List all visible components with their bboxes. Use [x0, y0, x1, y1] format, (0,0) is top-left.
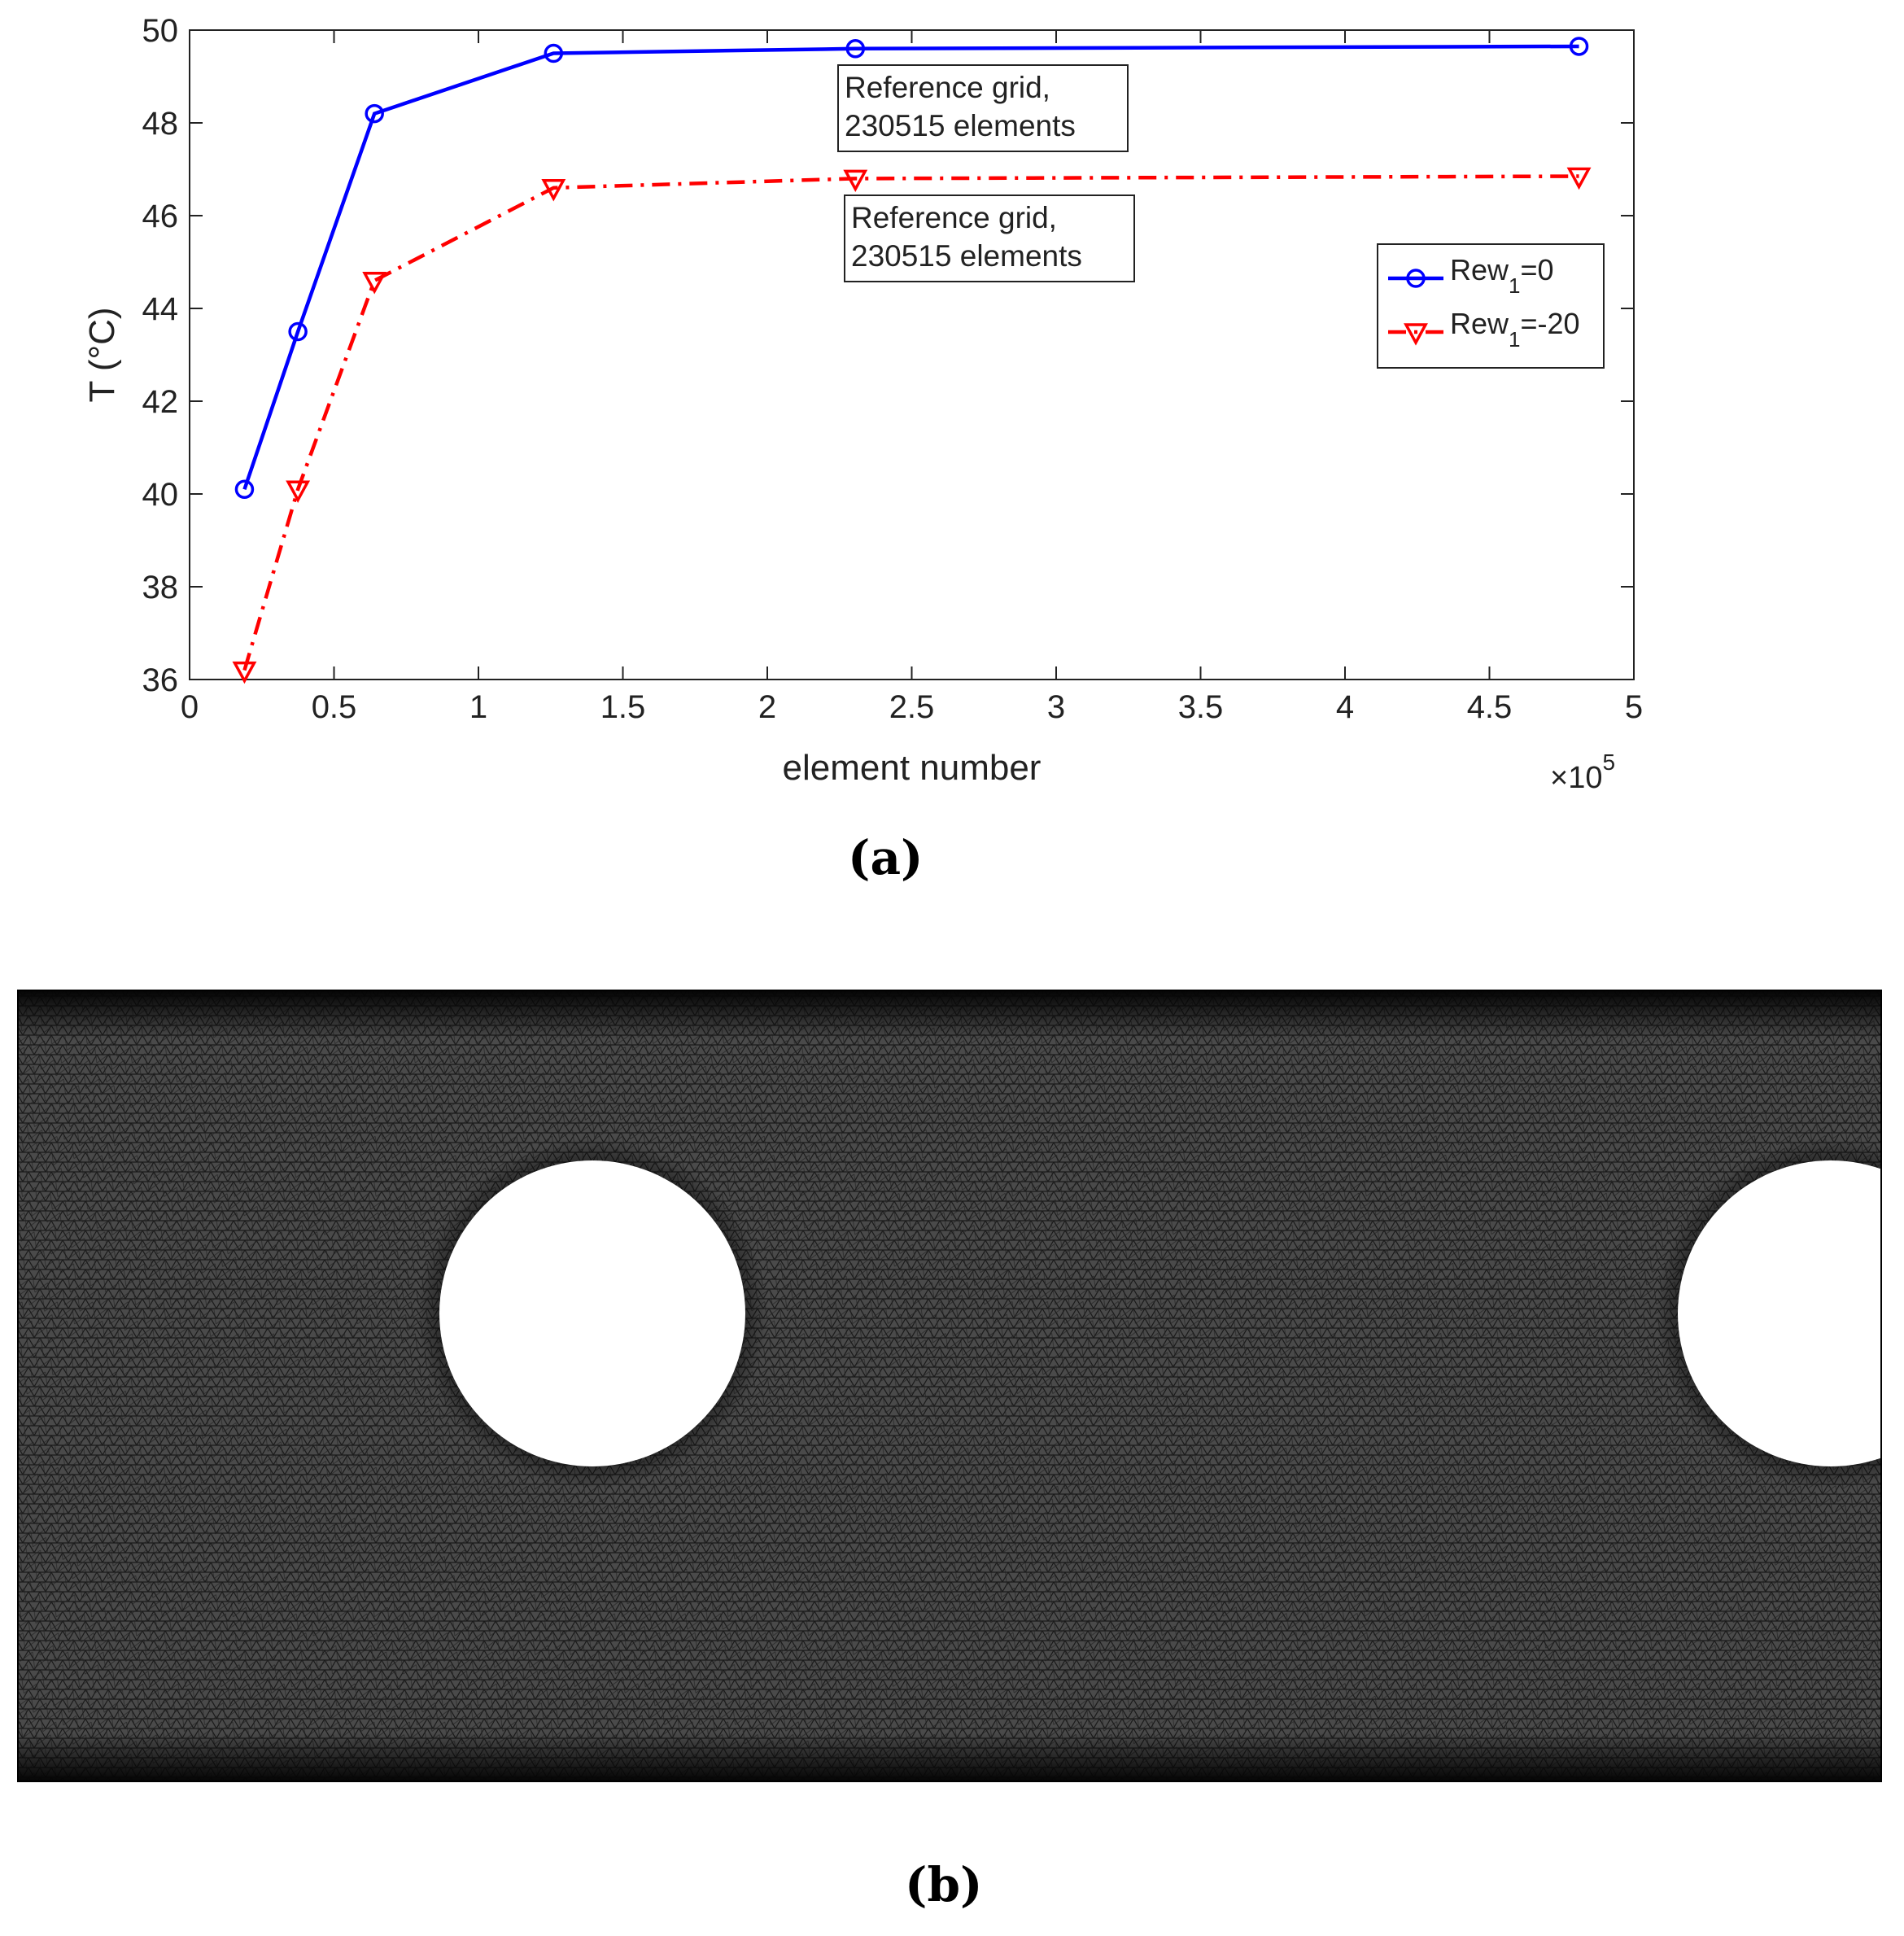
legend-label-base: Rew	[1450, 307, 1509, 340]
x-axis-label: element number	[783, 748, 1042, 788]
data-point	[362, 272, 387, 295]
y-tick-label: 42	[142, 384, 179, 420]
data-point	[232, 661, 257, 684]
x-tick-label: 4	[1336, 689, 1354, 725]
legend-label-sub: 1	[1509, 327, 1520, 352]
y-tick-label: 50	[142, 13, 179, 49]
annotation-box	[837, 64, 1129, 152]
x-tick-label: 0	[181, 689, 199, 725]
y-tick-label: 40	[142, 477, 179, 513]
series-line-1	[242, 174, 1579, 671]
data-point	[544, 43, 564, 63]
y-tick-label: 46	[142, 199, 179, 234]
x-exponent-power: 5	[1602, 749, 1615, 775]
series-line-0	[242, 44, 1579, 491]
cylinder-hole-right	[1678, 1160, 1881, 1466]
legend-label-base: Rew	[1450, 253, 1509, 286]
x-tick-label: 2	[758, 689, 776, 725]
x-tick-label: 2.5	[889, 689, 935, 725]
x-tick-label: 1.5	[600, 689, 646, 725]
x-tick-label: 1	[469, 689, 487, 725]
data-point	[1566, 167, 1592, 190]
annotation-line1: Reference grid,	[851, 201, 1057, 234]
legend-label: Rew1=-20	[1450, 307, 1580, 352]
chart-svg: 0 0.5 1 1.5 2 2.5 3 3.5 4 4.5 5 36 38 40 42 44 46 48 50 ele…	[82, 13, 1643, 795]
x-tick-label: 5	[1625, 689, 1643, 725]
mesh-border	[17, 990, 1882, 1782]
legend-box	[1377, 243, 1605, 369]
cylinder-hole-left	[439, 1160, 745, 1466]
data-point	[843, 169, 868, 193]
y-tick-label: 36	[142, 662, 179, 698]
panel-label-a: (a)	[848, 830, 924, 885]
x-tick-label: 3	[1047, 689, 1065, 725]
x-tick-label: 0.5	[312, 689, 357, 725]
legend-label-rest: =-20	[1521, 307, 1580, 340]
data-point	[365, 103, 384, 124]
bottom-wall-refinement	[18, 1733, 1881, 1781]
axes-layer: 0 0.5 1 1.5 2 2.5 3 3.5 4 4.5 5 36 38 40 42 44 46 48 50 ele…	[82, 13, 1643, 795]
mesh-region	[18, 990, 1881, 1781]
annotation-line1: Reference grid,	[845, 71, 1050, 104]
mesh-overlay	[18, 990, 1881, 1781]
legend-marker	[1406, 269, 1426, 288]
y-tick-label: 44	[142, 291, 179, 327]
data-point	[286, 480, 311, 503]
data-point	[1569, 37, 1589, 56]
annotation-line2: 230515 elements	[851, 239, 1082, 273]
data-point	[234, 479, 255, 500]
top-wall-refinement	[18, 990, 1881, 1039]
annotation-layer: Reference grid, 230515 elements Reference …	[837, 64, 1135, 282]
legend-label: Rew1=0	[1450, 253, 1554, 298]
legend-label-rest: =0	[1521, 253, 1554, 286]
data-point	[288, 321, 308, 342]
legend-marker	[1404, 323, 1428, 346]
panel-label-b: (b)	[905, 1857, 983, 1912]
x-tick-label: 3.5	[1178, 689, 1224, 725]
legend-label-sub: 1	[1509, 273, 1520, 298]
y-tick-label: 48	[142, 106, 179, 142]
y-axis-label: T (°C)	[82, 308, 122, 403]
series-layer	[232, 37, 1592, 684]
annotation-line2: 230515 elements	[845, 109, 1076, 142]
y-tick-label: 38	[142, 570, 179, 605]
x-tick-label: 4.5	[1467, 689, 1513, 725]
data-point	[845, 39, 866, 59]
data-point	[541, 179, 566, 202]
annotation-box	[844, 194, 1135, 282]
